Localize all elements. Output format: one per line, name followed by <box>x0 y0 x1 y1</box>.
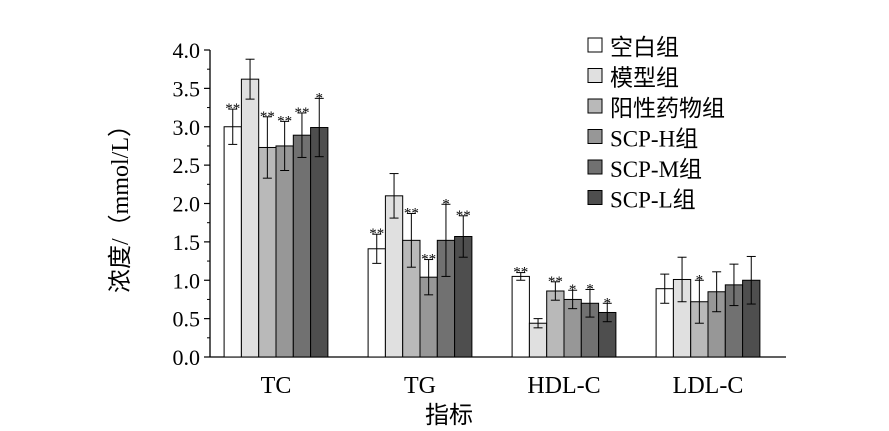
significance-mark: ** <box>513 265 528 281</box>
legend-label: 阳性药物组 <box>610 96 725 121</box>
x-tick-label: TG <box>404 373 436 399</box>
y-tick-label: 1.5 <box>173 230 201 255</box>
y-axis-label: 浓度/（mmol/L） <box>107 113 134 293</box>
y-tick-label: 2.0 <box>173 192 201 217</box>
bar <box>258 146 277 358</box>
significance-mark: * <box>604 295 612 311</box>
chart-bars: ** ** ******************* *** <box>223 58 761 358</box>
bar <box>275 145 294 358</box>
chart-axes: 0.0 0.5 1.0 1.5 2.0 2.5 3.0 3.5 4.0 TC TG HDL-C LDL-… <box>173 38 786 399</box>
significance-mark: ** <box>456 208 471 224</box>
bar <box>546 290 565 358</box>
bar <box>223 126 242 358</box>
legend-label: SCP-H组 <box>610 127 698 152</box>
legend-swatch <box>587 37 603 53</box>
legend-swatch <box>587 129 603 144</box>
significance-mark: * <box>696 272 704 288</box>
significance-mark: * <box>586 281 594 297</box>
significance-mark: ** <box>548 274 563 290</box>
significance-mark: ** <box>225 101 240 117</box>
legend-label: SCP-L组 <box>610 188 696 213</box>
y-tick-label: 3.0 <box>173 115 201 140</box>
y-tick-label: 3.5 <box>173 76 201 101</box>
significance-mark: ** <box>369 226 384 242</box>
x-axis-label: 指标 <box>425 402 473 429</box>
bar <box>511 275 530 358</box>
legend-swatch <box>587 159 603 175</box>
legend-label: 模型组 <box>610 66 679 91</box>
significance-mark: ** <box>404 205 419 221</box>
x-tick-label: HDL-C <box>527 373 600 399</box>
significance-mark: ** <box>294 105 309 121</box>
bar <box>384 195 404 358</box>
y-tick-label: 0.0 <box>173 345 201 370</box>
legend-swatch <box>587 68 603 83</box>
bar <box>310 127 329 358</box>
bar <box>240 78 260 358</box>
x-tick-label: LDL-C <box>673 373 744 399</box>
x-tick-label: TC <box>261 373 292 399</box>
significance-mark: * <box>569 282 577 298</box>
significance-mark: ** <box>421 252 436 268</box>
y-tick-label: 2.5 <box>173 153 201 178</box>
significance-mark: * <box>316 90 324 106</box>
y-tick-label: 4.0 <box>173 38 201 63</box>
significance-mark: ** <box>277 113 292 129</box>
legend-swatch <box>587 190 603 205</box>
y-tick-label: 1.0 <box>173 268 201 293</box>
legend-label: 空白组 <box>610 35 679 60</box>
bar <box>367 248 386 358</box>
significance-mark: * <box>442 196 450 212</box>
legend-label: SCP-M组 <box>610 157 702 182</box>
y-tick-label: 0.5 <box>173 307 201 332</box>
bar <box>292 134 312 358</box>
significance-mark: ** <box>260 109 275 125</box>
legend-swatch <box>587 98 603 114</box>
